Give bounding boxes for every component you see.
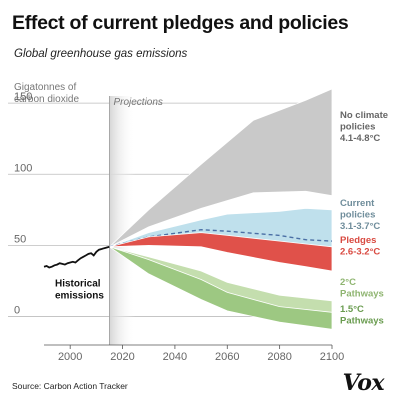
1-5-c-pathways-label-line-1: 1.5°C (340, 304, 364, 315)
current-policies-label-line-2: policies (340, 210, 375, 221)
no-climate-policies-label-line-3: 4.1-4.8°C (340, 133, 380, 144)
no-climate-policies-label-line-1: No climate (340, 110, 388, 121)
chart-subtitle: Global greenhouse gas emissions (14, 48, 188, 60)
pledges-label: Pledges 2.6-3.2°C (340, 235, 380, 258)
y-axis-label: Gigatonnes of carbon dioxide (14, 82, 124, 106)
2-c-pathways-label-line-1: 2°C (340, 277, 356, 288)
historical-emissions-label: Historical emissions (55, 279, 104, 302)
current-policies-label-line-1: Current (340, 198, 375, 209)
1-5-c-pathways-label: 1.5°C Pathways (340, 304, 384, 327)
x-tick-label-2040: 2040 (163, 351, 187, 363)
chart-title: Effect of current pledges and policies (12, 12, 349, 34)
pledges-label-line-2: 2.6-3.2°C (340, 247, 380, 258)
projection-label: Projections (113, 97, 162, 108)
x-tick-label-2080: 2080 (267, 351, 291, 363)
pledges-label-line-1: Pledges (340, 235, 376, 246)
y-axis-label-line-1: Gigatonnes of (14, 82, 77, 93)
1-5-c-pathways-label-line-2: Pathways (340, 316, 384, 327)
vox-logo: Vox (342, 370, 385, 396)
current-policies-label-line-3: 3.1-3.7°C (340, 221, 380, 232)
x-tick-label-2100: 2100 (320, 351, 344, 363)
current-policies-label: Current policies 3.1-3.7°C (340, 198, 380, 232)
x-tick-label-2000: 2000 (58, 351, 82, 363)
current-policies-median-line (109, 228, 333, 248)
y-tick-label-150: 150 (14, 91, 32, 103)
historical-emissions-label-line-2: emissions (55, 291, 104, 302)
no-climate-policies-label-line-2: policies (340, 122, 375, 133)
x-tick-label-2020: 2020 (110, 351, 134, 363)
historical-emissions-line (43, 245, 110, 269)
1-5-c-pathways-band (109, 246, 332, 330)
2-c-pathways-label-line-2: Pathways (340, 289, 384, 300)
y-tick-label-0: 0 (14, 305, 20, 317)
y-tick-label-100: 100 (14, 162, 32, 174)
y-tick-label-50: 50 (14, 233, 26, 245)
x-tick-label-2060: 2060 (215, 351, 239, 363)
no-climate-policies-band (109, 88, 332, 248)
source-note: Source: Carbon Action Tracker (12, 381, 128, 391)
no-climate-policies-label: No climate policies 4.1-4.8°C (340, 110, 388, 144)
pledges-band (109, 232, 332, 272)
2-c-pathways-label: 2°C Pathways (340, 277, 384, 300)
projection-shade (109, 96, 136, 345)
y-axis-label-line-2: carbon dioxide (14, 94, 80, 105)
historical-emissions-label-line-1: Historical (55, 279, 101, 290)
